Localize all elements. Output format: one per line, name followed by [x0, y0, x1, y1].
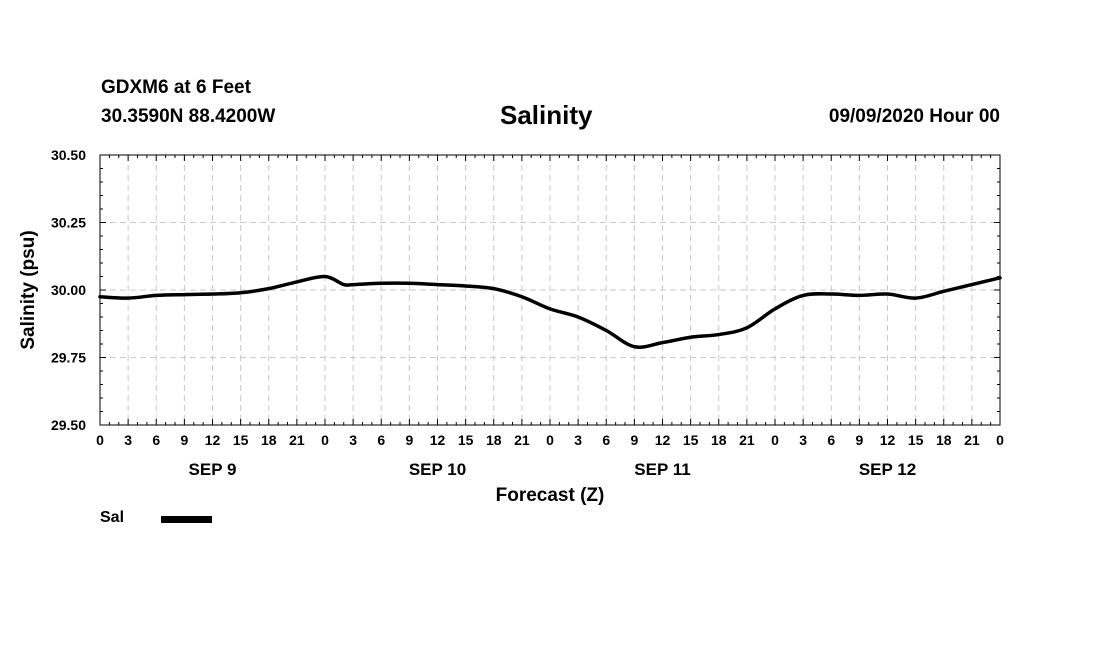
x-tick-label: 6 — [827, 432, 835, 448]
x-tick-label: 21 — [514, 432, 530, 448]
x-tick-label: 6 — [377, 432, 385, 448]
x-tick-label: 3 — [349, 432, 357, 448]
x-tick-label: 3 — [124, 432, 132, 448]
x-tick-label: 18 — [936, 432, 952, 448]
x-tick-label: 15 — [233, 432, 249, 448]
series-line-sal — [98, 274, 1002, 349]
day-label: SEP 11 — [634, 460, 690, 479]
plot-frame — [99, 154, 1001, 426]
y-tick-label: 30.25 — [51, 215, 86, 231]
x-tick-label: 15 — [683, 432, 699, 448]
y-tick-label: 30.00 — [51, 282, 86, 298]
x-tick-label: 21 — [964, 432, 980, 448]
x-tick-label: 18 — [261, 432, 277, 448]
day-label: SEP 9 — [189, 460, 237, 479]
x-tick-label: 9 — [855, 432, 863, 448]
station-label: GDXM6 at 6 Feet — [101, 77, 251, 98]
x-tick-label: 21 — [739, 432, 755, 448]
x-tick-label: 3 — [574, 432, 582, 448]
y-tick-label: 29.50 — [51, 417, 86, 433]
forecast-datetime: 09/09/2020 Hour 00 — [828, 106, 1000, 127]
x-tick-label: 18 — [486, 432, 502, 448]
x-tick-label: 12 — [430, 432, 446, 448]
x-tick-label: 0 — [546, 432, 554, 448]
x-tick-label: 12 — [880, 432, 896, 448]
x-tick-label: 0 — [996, 432, 1004, 448]
x-tick-label: 18 — [711, 432, 727, 448]
x-tick-label: 9 — [630, 432, 638, 448]
coordinates-label: 30.3590N 88.4200W — [101, 106, 276, 127]
x-tick-label: 3 — [799, 432, 807, 448]
x-tick-label: 6 — [602, 432, 610, 448]
x-tick-label: 9 — [180, 432, 188, 448]
legend-swatch — [161, 516, 212, 523]
axis-tick-labels: 0 3 6 9 12 15 18 21 0 3 6 9 12 15 18 21 0 3 6 9 12 15 18 21 0 3 6 9… — [51, 147, 1004, 479]
x-axis-title: Forecast (Z) — [496, 485, 605, 506]
day-label: SEP 10 — [409, 460, 466, 479]
y-axis-title: Salinity (psu) — [18, 230, 39, 349]
x-tick-label: 6 — [152, 432, 160, 448]
day-label: SEP 12 — [859, 460, 916, 479]
y-tick-label: 29.75 — [51, 350, 86, 366]
x-tick-label: 0 — [96, 432, 104, 448]
x-tick-label: 0 — [321, 432, 329, 448]
legend-label: Sal — [100, 509, 125, 526]
x-tick-label: 9 — [405, 432, 413, 448]
x-tick-label: 12 — [205, 432, 221, 448]
y-tick-label: 30.50 — [51, 147, 86, 163]
x-tick-label: 15 — [908, 432, 924, 448]
series-group — [98, 274, 1002, 349]
grid-lines — [100, 155, 1000, 425]
chart-title: Salinity — [500, 100, 593, 130]
x-tick-label: 12 — [655, 432, 671, 448]
x-tick-label: 21 — [289, 432, 305, 448]
x-tick-label: 15 — [458, 432, 474, 448]
x-tick-label: 0 — [771, 432, 779, 448]
